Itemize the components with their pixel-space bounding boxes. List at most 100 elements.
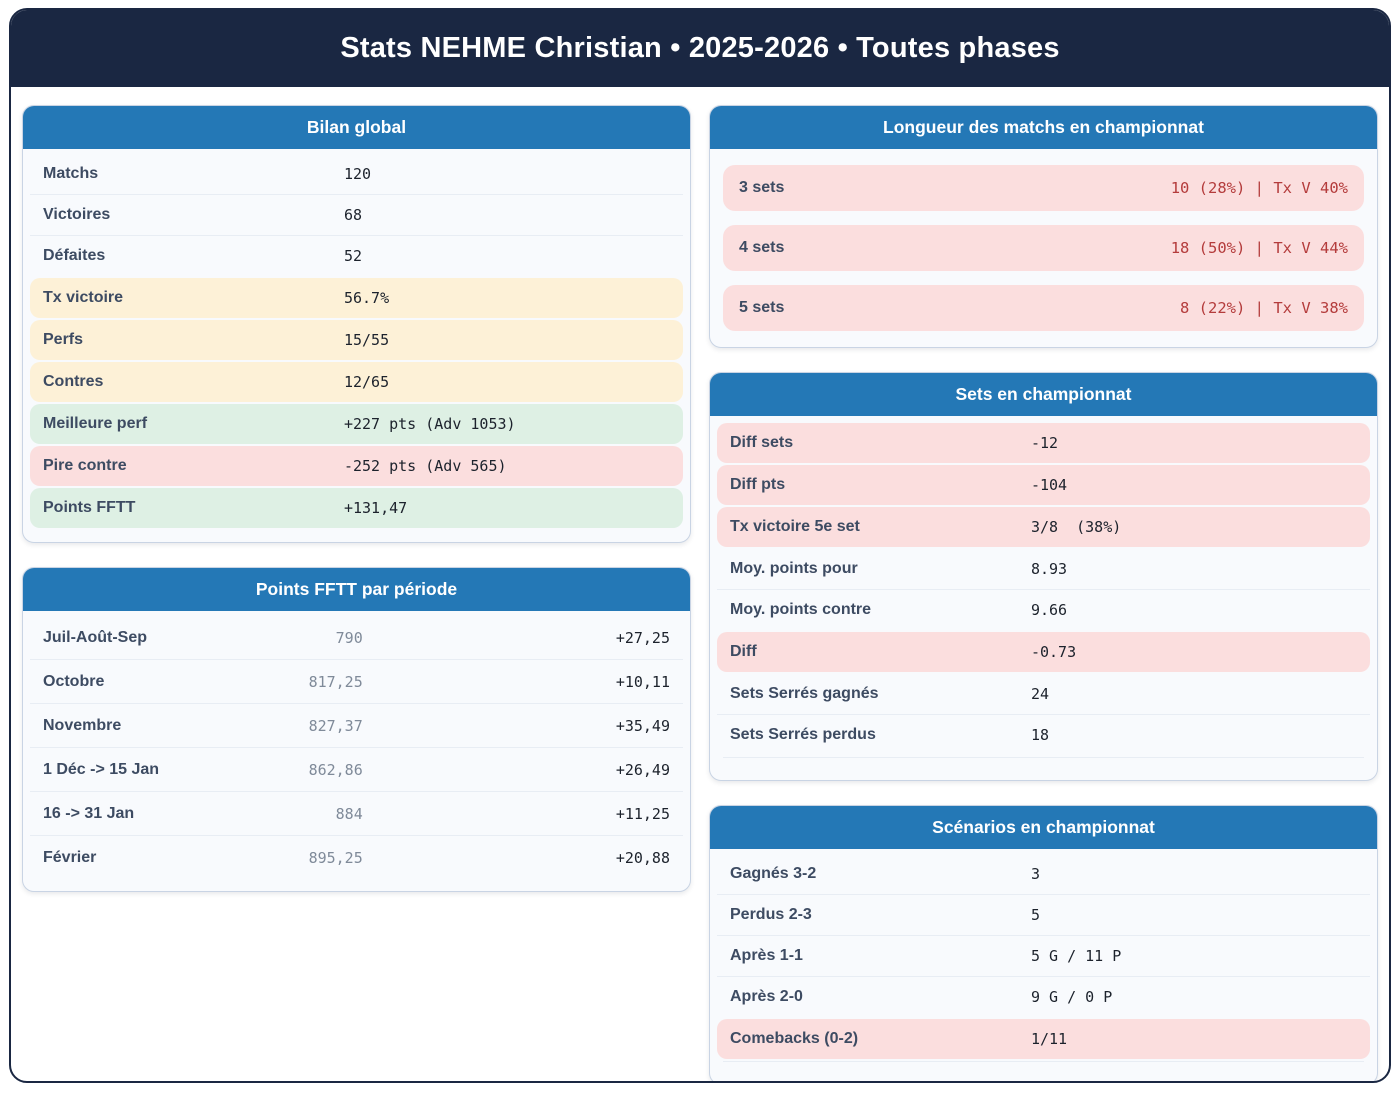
row-label: Après 1-1 <box>730 947 803 964</box>
stat-row: Moy. points contre 9.66 <box>717 590 1370 630</box>
period-row: Octobre 817,25 +10,11 <box>30 660 683 704</box>
row-label: 1 Déc -> 15 Jan <box>43 760 160 778</box>
row-points-value: 895,25 <box>308 848 363 867</box>
row-label: Victoires <box>43 206 111 223</box>
row-label: Octobre <box>43 672 105 690</box>
row-label: Novembre <box>43 716 122 734</box>
row-value: 24 <box>1030 685 1050 703</box>
row-points-value: 827,37 <box>308 716 363 735</box>
row-value: 5 G / 11 P <box>1030 947 1122 965</box>
card-title: Scénarios en championnat <box>710 806 1377 849</box>
row-label: Juil-Août-Sep <box>43 628 147 646</box>
row-delta-value: +10,11 <box>615 672 670 691</box>
stat-row: Meilleure perf +227 pts (Adv 1053) <box>30 404 683 444</box>
row-label: Défaites <box>43 247 106 264</box>
stat-row: Points FFTT +131,47 <box>30 488 683 528</box>
card-body: Gagnés 3-2 3 Perdus 2-3 5 Après 1-1 5 G … <box>710 849 1377 1081</box>
row-points-value: 790 <box>335 628 363 647</box>
row-label: Comebacks (0-2) <box>730 1030 859 1047</box>
row-value: 3 <box>1030 865 1040 883</box>
card-title: Sets en championnat <box>710 373 1377 416</box>
row-label: Pire contre <box>43 457 127 474</box>
row-value: 56.7% <box>343 289 390 307</box>
card-title: Bilan global <box>23 106 690 149</box>
row-label: Moy. points pour <box>730 560 858 577</box>
stat-row: Matchs 120 <box>30 154 683 195</box>
card-points-fftt-periode: Points FFTT par période Juil-Août-Sep 79… <box>22 567 691 892</box>
row-delta-value: +27,25 <box>615 628 670 647</box>
row-label: Contres <box>43 373 104 390</box>
stat-row: Contres 12/65 <box>30 362 683 402</box>
row-value: +131,47 <box>343 499 408 517</box>
row-label: 4 sets <box>739 239 785 256</box>
match-length-row: 4 sets 18 (50%) | Tx V 44% <box>723 225 1364 271</box>
stat-row: Diff pts -104 <box>717 465 1370 505</box>
card-sets-championnat: Sets en championnat Diff sets -12 Diff p… <box>709 372 1378 781</box>
row-delta-value: +35,49 <box>615 716 670 735</box>
row-value: 52 <box>343 247 363 265</box>
row-delta-value: +20,88 <box>615 848 670 867</box>
row-label: Matchs <box>43 165 99 182</box>
row-label: Tx victoire <box>43 289 124 306</box>
stat-row: Diff sets -12 <box>717 423 1370 463</box>
card-title: Longueur des matchs en championnat <box>710 106 1377 149</box>
row-label: 16 -> 31 Jan <box>43 804 135 822</box>
stat-row: Sets Serrés perdus 18 <box>717 715 1370 755</box>
stat-row: Tx victoire 5e set 3/8 (38%) <box>717 507 1370 547</box>
match-length-row: 3 sets 10 (28%) | Tx V 40% <box>723 165 1364 211</box>
row-label: Perfs <box>43 331 84 348</box>
row-label: Points FFTT <box>43 499 136 516</box>
content-area: Bilan global Matchs 120 Victoires 68 <box>11 87 1389 1081</box>
row-value: -104 <box>1030 476 1068 494</box>
row-value: 10 (28%) | Tx V 40% <box>1170 179 1348 197</box>
row-points-value: 862,86 <box>308 760 363 779</box>
stat-row: Défaites 52 <box>30 236 683 276</box>
row-value: 15/55 <box>343 331 390 349</box>
stat-row: Gagnés 3-2 3 <box>717 854 1370 895</box>
row-value: 8 (22%) | Tx V 38% <box>1180 299 1348 317</box>
stat-row: Sets Serrés gagnés 24 <box>717 674 1370 715</box>
row-label: 5 sets <box>739 299 785 316</box>
row-value: +227 pts (Adv 1053) <box>343 415 516 433</box>
row-label: Gagnés 3-2 <box>730 865 817 882</box>
row-label: Tx victoire 5e set <box>730 518 860 535</box>
right-column: Longueur des matchs en championnat 3 set… <box>709 105 1378 1081</box>
period-row: Juil-Août-Sep 790 +27,25 <box>30 616 683 660</box>
row-label: Moy. points contre <box>730 601 872 618</box>
row-value: -0.73 <box>1030 643 1077 661</box>
stat-row: Pire contre -252 pts (Adv 565) <box>30 446 683 486</box>
row-value: -252 pts (Adv 565) <box>343 457 507 475</box>
row-value: 1/11 <box>1030 1030 1068 1048</box>
row-value: 9 G / 0 P <box>1030 988 1113 1006</box>
card-longueur-matchs: Longueur des matchs en championnat 3 set… <box>709 105 1378 348</box>
row-points-value: 817,25 <box>308 672 363 691</box>
row-value: 8.93 <box>1030 560 1068 578</box>
stat-row: Diff -0.73 <box>717 632 1370 672</box>
row-value: 5 <box>1030 906 1040 924</box>
stat-row: Tx victoire 56.7% <box>30 278 683 318</box>
row-label: Février <box>43 848 97 866</box>
row-value: 18 (50%) | Tx V 44% <box>1170 239 1348 257</box>
page-frame: Stats NEHME Christian • 2025-2026 • Tout… <box>9 8 1391 1083</box>
row-label: Perdus 2-3 <box>730 906 812 923</box>
card-scenarios-championnat: Scénarios en championnat Gagnés 3-2 3 Pe… <box>709 805 1378 1081</box>
row-delta-value: +26,49 <box>615 760 670 779</box>
row-delta-value: +11,25 <box>615 804 670 823</box>
card-title: Points FFTT par période <box>23 568 690 611</box>
card-body: Diff sets -12 Diff pts -104 Tx victoire … <box>710 416 1377 780</box>
stat-row: Moy. points pour 8.93 <box>717 549 1370 590</box>
period-row: Novembre 827,37 +35,49 <box>30 704 683 748</box>
row-label: Meilleure perf <box>43 415 148 432</box>
stat-row: Perdus 2-3 5 <box>717 895 1370 936</box>
row-value: 68 <box>343 206 363 224</box>
row-value: 3/8 (38%) <box>1030 518 1122 536</box>
stat-row: Victoires 68 <box>30 195 683 236</box>
left-column: Bilan global Matchs 120 Victoires 68 <box>22 105 691 1081</box>
row-value: 18 <box>1030 726 1050 744</box>
row-label: Diff pts <box>730 476 786 493</box>
card-body: Matchs 120 Victoires 68 Défaites 52 <box>23 149 690 542</box>
stat-row: Perfs 15/55 <box>30 320 683 360</box>
card-body: Juil-Août-Sep 790 +27,25 Octobre 817,25 … <box>23 611 690 891</box>
row-label: Sets Serrés gagnés <box>730 685 879 702</box>
period-row: Février 895,25 +20,88 <box>30 836 683 879</box>
